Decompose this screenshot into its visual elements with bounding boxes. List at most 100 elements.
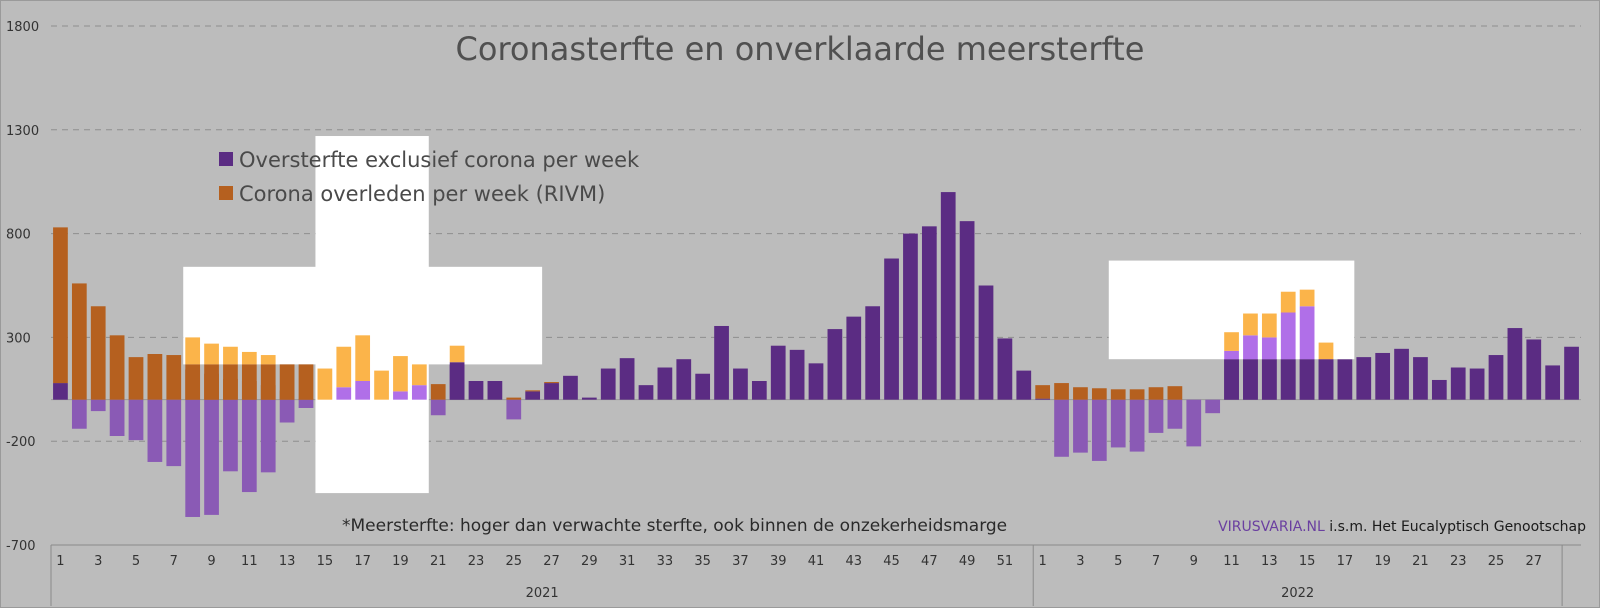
bar-oversterfte-negative [279, 399, 295, 423]
bar-corona-highlight [393, 356, 408, 392]
x-tick-label: 49 [959, 554, 976, 569]
bar-corona-highlight [185, 337, 201, 365]
bar-oversterfte [751, 380, 767, 400]
bar-oversterfte [1035, 398, 1051, 400]
bar-oversterfte [959, 221, 975, 400]
bar-oversterfte [827, 329, 843, 400]
bar-corona-highlight [355, 335, 371, 381]
bar-oversterfte-negative [128, 399, 144, 441]
x-tick-label: 9 [207, 554, 215, 569]
bar-oversterfte [1356, 357, 1372, 400]
x-tick-label: 15 [1299, 554, 1316, 569]
bar-oversterfte [695, 373, 711, 400]
x-tick-label: 39 [770, 554, 787, 569]
x-tick-label: 37 [732, 554, 749, 569]
bar-oversterfte [1431, 379, 1447, 400]
x-tick-label: 1 [56, 554, 64, 569]
bar-oversterfte-highlight [1224, 350, 1239, 360]
bar-corona [241, 364, 257, 400]
bar-oversterfte-negative [185, 399, 201, 517]
x-tick-label: 1 [1039, 554, 1047, 569]
bar-corona [298, 364, 314, 400]
bar-corona-highlight [1261, 313, 1277, 338]
x-tick-label: 31 [619, 554, 636, 569]
highlight-box [315, 136, 429, 494]
legend-label-oversterfte: Oversterfte exclusief corona per week [239, 148, 640, 172]
bar-corona [279, 364, 295, 400]
bar-oversterfte [544, 383, 559, 400]
bar-oversterfte [1243, 359, 1258, 400]
x-axis: 1 3 5 7 9 11 13 15 17 19 21 23 25 27 29 31 33 35 37 39 41 43 4… [50, 544, 1581, 606]
bar-corona-highlight [317, 368, 333, 400]
bar-oversterfte [884, 258, 899, 400]
bar-corona [525, 390, 541, 392]
bar-corona [147, 354, 163, 400]
bar-oversterfte-highlight [355, 380, 371, 400]
bar-oversterfte-negative [1091, 399, 1107, 461]
x-tick-label: 19 [1374, 554, 1391, 569]
bar-corona-highlight [1224, 332, 1239, 351]
bar-oversterfte [997, 338, 1013, 400]
bar-oversterfte [770, 345, 786, 400]
x-tick-label: 43 [846, 554, 863, 569]
bar-oversterfte [1469, 368, 1485, 400]
y-tick-label: 1800 [6, 20, 39, 35]
legend: Oversterfte exclusief corona per week Co… [219, 148, 640, 206]
chart-title: Coronasterfte en onverklaarde meersterft… [456, 30, 1145, 68]
footnote: *Meersterfte: hoger dan verwachte sterft… [342, 516, 1007, 536]
bar-oversterfte-negative [241, 399, 257, 493]
x-tick-label: 7 [170, 554, 178, 569]
x-tick-label: 33 [657, 554, 674, 569]
bar-corona [185, 364, 201, 400]
bar-oversterfte [1507, 328, 1523, 400]
bar-oversterfte-highlight [411, 385, 427, 400]
bar-corona-highlight [374, 370, 389, 400]
bar-corona [1054, 383, 1069, 400]
y-tick-label: -700 [6, 539, 36, 554]
bar-corona [1167, 386, 1183, 400]
bar-oversterfte [940, 192, 956, 400]
bar-corona-highlight [1280, 291, 1296, 313]
bar-oversterfte [789, 349, 805, 400]
bar-oversterfte [1299, 359, 1315, 400]
bar-oversterfte [619, 358, 635, 400]
bar-oversterfte-negative [1073, 399, 1088, 453]
x-tick-label: 27 [1526, 554, 1543, 569]
credit: VIRUSVARIA.NL i.s.m. Het Eucalyptisch Ge… [1218, 519, 1586, 535]
bar-oversterfte [638, 385, 654, 400]
x-tick-label: 21 [430, 554, 447, 569]
bar-oversterfte [581, 397, 597, 400]
year-label: 2021 [526, 586, 559, 601]
x-tick-label: 5 [1114, 554, 1122, 569]
bar-oversterfte [1564, 346, 1579, 400]
bar-oversterfte-highlight [336, 387, 352, 400]
bar-oversterfte [846, 316, 862, 400]
bar-oversterfte [1318, 359, 1334, 400]
bar-oversterfte-negative [1167, 399, 1183, 429]
bar-oversterfte-negative [223, 399, 238, 472]
x-tick-label: 3 [94, 554, 102, 569]
bar-oversterfte-highlight [1243, 335, 1258, 360]
x-tick-label: 45 [883, 554, 900, 569]
bar-oversterfte [1016, 370, 1032, 400]
bar-corona [1110, 389, 1126, 400]
bar-oversterfte [1450, 367, 1466, 400]
x-tick-label: 27 [543, 554, 560, 569]
bar-corona [1148, 387, 1164, 400]
bar-corona-highlight [204, 343, 219, 365]
bar-oversterfte [1526, 339, 1542, 400]
x-tick-label: 15 [317, 554, 334, 569]
x-tick-label: 29 [581, 554, 598, 569]
bar-oversterfte [865, 306, 881, 400]
bar-corona [53, 227, 68, 384]
bar-corona [1091, 388, 1107, 400]
bar-oversterfte [676, 359, 692, 400]
bar-corona [430, 384, 446, 400]
bar-oversterfte [1413, 357, 1428, 400]
bar-oversterfte-highlight [1299, 306, 1315, 360]
x-tick-label: 41 [808, 554, 825, 569]
x-tick-label: 51 [997, 554, 1014, 569]
x-tick-label: 11 [1223, 554, 1240, 569]
y-axis: 1800 1300 800 300 -200 -700 [6, 20, 39, 554]
